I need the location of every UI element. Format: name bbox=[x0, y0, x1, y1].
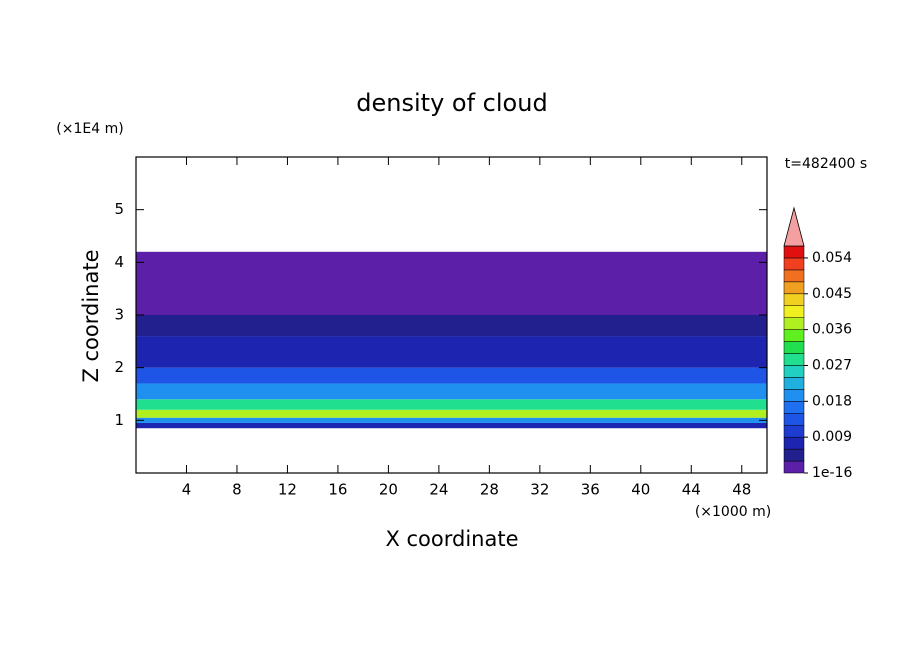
colorbar-tick-label: 0.018 bbox=[812, 393, 852, 409]
colorbar-bin bbox=[783, 269, 805, 283]
chart-title: density of cloud bbox=[356, 89, 547, 117]
y-tick-label: 5 bbox=[114, 200, 124, 218]
x-tick-label: 44 bbox=[682, 481, 701, 499]
colorbar-bin bbox=[783, 281, 805, 295]
y-axis-label: Z coordinate bbox=[79, 249, 103, 382]
x-tick-label: 20 bbox=[379, 481, 398, 499]
y-tick-label: 3 bbox=[114, 306, 124, 324]
contour-band bbox=[136, 367, 767, 384]
colorbar-bin bbox=[783, 389, 805, 402]
colorbar-tick-label: 1e-16 bbox=[812, 465, 852, 481]
contour-band bbox=[136, 315, 767, 337]
colorbar-bin bbox=[783, 245, 805, 259]
x-unit: (×1000 m) bbox=[695, 504, 771, 520]
colorbar-bin bbox=[783, 413, 805, 426]
colorbar-bin bbox=[783, 365, 805, 378]
colorbar-bin bbox=[783, 448, 805, 462]
colorbar-bin bbox=[783, 317, 805, 330]
colorbar-bin bbox=[783, 353, 805, 366]
x-tick-label: 48 bbox=[732, 481, 751, 499]
x-tick-label: 12 bbox=[278, 481, 297, 499]
contour-band bbox=[136, 251, 767, 315]
y-tick-label: 2 bbox=[114, 358, 124, 376]
x-tick-label: 28 bbox=[480, 481, 499, 499]
colorbar-bin bbox=[783, 460, 805, 474]
y-tick-label: 4 bbox=[114, 253, 124, 271]
x-tick-label: 36 bbox=[581, 481, 600, 499]
colorbar-tick-label: 0.009 bbox=[812, 429, 852, 445]
x-tick-label: 40 bbox=[631, 481, 650, 499]
colorbar-tick-label: 0.045 bbox=[812, 286, 852, 302]
x-axis-label: X coordinate bbox=[385, 527, 518, 551]
contour-band bbox=[136, 383, 767, 400]
x-tick-label: 8 bbox=[232, 481, 242, 499]
colorbar-bin bbox=[783, 377, 805, 390]
y-unit: (×1E4 m) bbox=[56, 121, 123, 137]
colorbar-bin bbox=[783, 329, 805, 342]
colorbar-bin bbox=[783, 436, 805, 450]
x-tick-label: 16 bbox=[328, 481, 347, 499]
colorbar-bin bbox=[783, 257, 805, 271]
colorbar-bin bbox=[783, 424, 805, 438]
colorbar-tick-label: 0.027 bbox=[812, 357, 852, 373]
colorbar-bin bbox=[783, 293, 805, 306]
contour-band bbox=[136, 417, 767, 423]
colorbar-extension bbox=[783, 206, 805, 247]
contour-band bbox=[136, 409, 767, 418]
contour-band bbox=[136, 422, 767, 429]
y-tick-label: 1 bbox=[114, 411, 124, 429]
colorbar-bin bbox=[783, 341, 805, 354]
colorbar-bin bbox=[783, 401, 805, 414]
x-tick-label: 32 bbox=[530, 481, 549, 499]
colorbar-tick-label: 0.036 bbox=[812, 322, 852, 338]
x-tick-label: 24 bbox=[429, 481, 448, 499]
x-tick-label: 4 bbox=[182, 481, 192, 499]
contour-band bbox=[136, 336, 767, 368]
colorbar-tick-label: 0.054 bbox=[812, 250, 852, 266]
contour-band bbox=[136, 399, 767, 410]
annotation: t=482400 s bbox=[785, 156, 867, 172]
colorbar-bin bbox=[783, 305, 805, 318]
